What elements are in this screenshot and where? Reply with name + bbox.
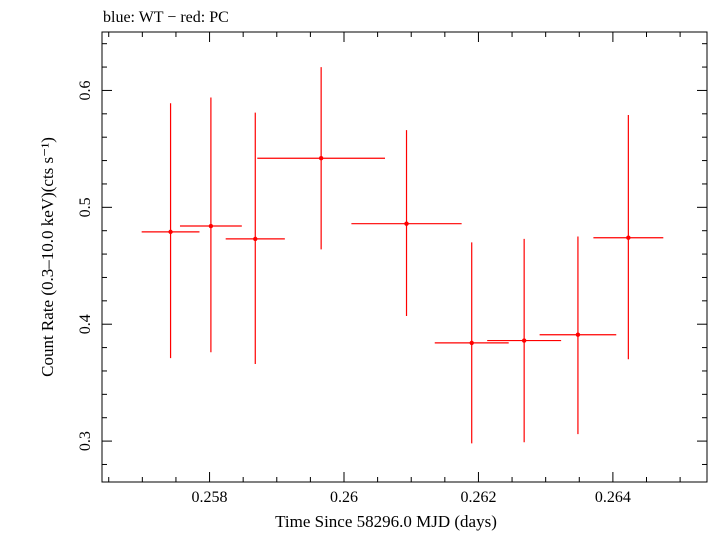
x-axis-label: Time Since 58296.0 MJD (days) (275, 512, 497, 531)
y-tick-label: 0.4 (77, 314, 94, 334)
data-point (434, 242, 509, 444)
point-marker (253, 236, 258, 242)
x-tick-label: 0.26 (330, 489, 358, 506)
data-point (179, 97, 242, 353)
point-marker (575, 332, 581, 337)
data-point (539, 236, 617, 435)
x-tick-label: 0.264 (595, 489, 631, 506)
data-points (141, 67, 664, 444)
data-point (257, 67, 386, 250)
y-tick-label: 0.6 (77, 80, 94, 100)
y-tick-label: 0.5 (77, 197, 94, 217)
point-marker (521, 338, 527, 343)
data-point (593, 114, 664, 360)
x-tick-label: 0.262 (460, 489, 496, 506)
point-marker (469, 340, 474, 346)
y-axis-ticks: 0.3 0.4 0.5 0.6 (77, 43, 707, 465)
data-point (225, 112, 285, 364)
data-point (487, 238, 562, 443)
point-marker (404, 221, 409, 226)
data-point (351, 130, 462, 317)
point-marker (208, 223, 214, 229)
x-tick-label: 0.258 (192, 489, 228, 506)
point-marker (168, 229, 173, 235)
point-marker (626, 235, 631, 240)
plot-frame (101, 31, 708, 483)
data-point (141, 103, 200, 359)
y-tick-label: 0.3 (77, 431, 94, 451)
point-marker (318, 156, 324, 161)
y-axis-label: Count Rate (0.3–10.0 keV)(cts s⁻¹) (38, 137, 57, 377)
x-axis-ticks: 0.258 0.26 0.262 0.264 (108, 32, 681, 506)
chart-title: blue: WT − red: PC (103, 9, 229, 26)
